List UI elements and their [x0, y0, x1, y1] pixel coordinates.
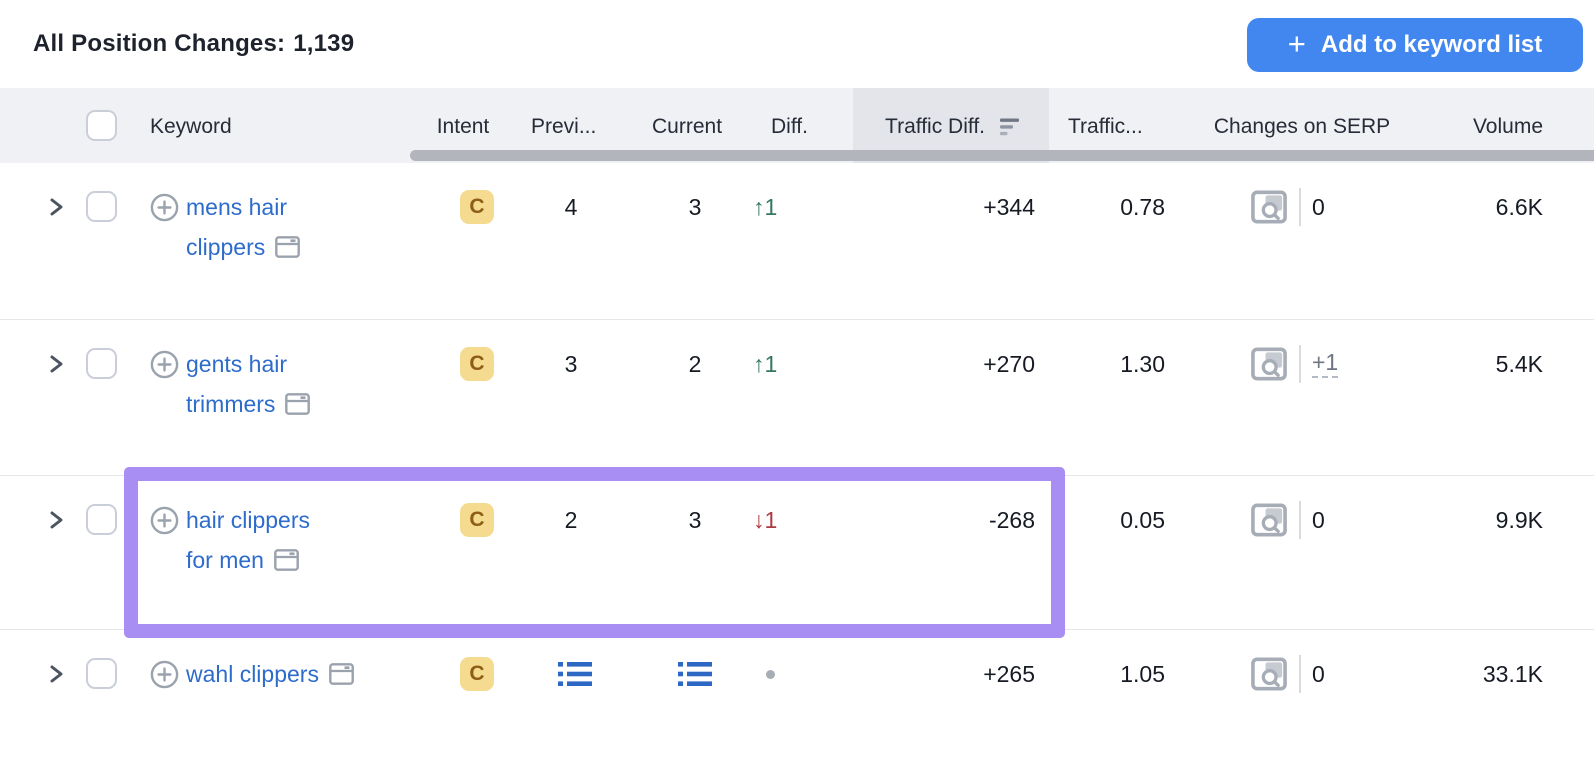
serp-features-icon [275, 236, 301, 258]
intent-badge: C [460, 190, 494, 224]
column-header-keyword[interactable]: Keyword [150, 115, 232, 138]
topbar: All Position Changes: 1,139 + Add to key… [0, 0, 1594, 88]
volume-value: 6.6K [1495, 194, 1543, 220]
keyword-text-line2: clippers [186, 234, 266, 260]
row-checkbox[interactable] [86, 658, 117, 689]
column-header-intent[interactable]: Intent [436, 115, 490, 138]
previous-position: 4 [564, 194, 578, 220]
column-header-previous[interactable]: Previ... [531, 115, 597, 138]
position-diff: ↑1 [753, 351, 778, 377]
traffic-value: 0.05 [1120, 507, 1165, 533]
cell-divider [1299, 501, 1301, 539]
intent-badge: C [460, 347, 494, 381]
cell-divider [1299, 188, 1301, 226]
previous-list-icon [558, 662, 592, 686]
traffic-value: 1.30 [1120, 351, 1165, 377]
keyword-link[interactable]: mens hair clippers [186, 187, 301, 267]
traffic-diff-value: +344 [983, 194, 1035, 220]
volume-value: 33.1K [1482, 661, 1543, 687]
column-header-diff[interactable]: Diff. [771, 115, 808, 138]
sort-descending-icon[interactable] [1000, 117, 1022, 137]
keyword-link[interactable]: gents hair trimmers [186, 344, 311, 424]
traffic-diff-value: -268 [988, 507, 1035, 533]
serp-snapshot-icon[interactable] [1251, 657, 1287, 691]
select-all-checkbox[interactable] [86, 110, 117, 141]
keyword-link[interactable]: wahl clippers [186, 654, 354, 694]
serp-snapshot-icon[interactable] [1251, 190, 1287, 224]
serp-changes-count: 0 [1312, 661, 1325, 687]
keyword-text-line1: wahl clippers [186, 661, 319, 687]
position-changes-count: 1,139 [293, 30, 355, 57]
serp-changes-count: 0 [1312, 507, 1325, 533]
plus-icon: + [1287, 25, 1306, 61]
previous-position: 2 [564, 507, 578, 533]
serp-features-icon [329, 663, 354, 685]
table-row-highlighted: hair clippers for men C 2 3 ↓1 -268 0.05… [0, 476, 1594, 630]
previous-position: 3 [564, 351, 578, 377]
serp-snapshot-icon[interactable] [1251, 503, 1287, 537]
row-checkbox[interactable] [86, 348, 117, 379]
volume-value: 9.9K [1495, 507, 1543, 533]
column-header-traffic[interactable]: Traffic... [1068, 115, 1143, 138]
add-keyword-plus-icon[interactable] [150, 193, 179, 222]
column-header-changes-on-serp[interactable]: Changes on SERP [1213, 115, 1391, 138]
row-checkbox[interactable] [86, 504, 117, 535]
column-header-traffic-diff[interactable]: Traffic Diff. [885, 115, 985, 138]
keyword-text-line2: trimmers [186, 391, 276, 417]
serp-changes-count: 0 [1312, 194, 1325, 220]
row-checkbox[interactable] [86, 191, 117, 222]
add-keyword-plus-icon[interactable] [150, 660, 179, 689]
position-diff: ↓1 [753, 507, 778, 533]
cell-divider [1299, 345, 1301, 383]
add-keyword-plus-icon[interactable] [150, 506, 179, 535]
expand-row-chevron-icon[interactable] [46, 354, 66, 374]
serp-features-icon [274, 549, 299, 571]
intent-badge: C [460, 657, 494, 691]
add-button-label: Add to keyword list [1320, 31, 1543, 58]
column-header-current[interactable]: Current [652, 115, 723, 138]
current-position: 3 [688, 507, 702, 533]
intent-badge: C [460, 503, 494, 537]
cell-divider [1299, 655, 1301, 693]
add-to-keyword-list-button[interactable]: + Add to keyword list [1247, 18, 1583, 72]
serp-features-icon [285, 393, 311, 415]
table-row: gents hair trimmers C 3 2 ↑1 +270 1.30 +… [0, 320, 1594, 476]
traffic-diff-value: +270 [983, 351, 1035, 377]
keyword-text-line1: gents hair [186, 351, 288, 377]
traffic-diff-value: +265 [983, 661, 1035, 687]
current-position: 3 [688, 194, 702, 220]
keyword-text-line1: hair clippers [186, 507, 310, 533]
page-title-label: All Position Changes: [33, 30, 286, 57]
table-row: wahl clippers C +265 1.05 0 33. [0, 630, 1594, 778]
add-keyword-plus-icon[interactable] [150, 350, 179, 379]
expand-row-chevron-icon[interactable] [46, 510, 66, 530]
no-change-dot-icon [766, 670, 775, 679]
serp-snapshot-icon[interactable] [1251, 347, 1287, 381]
table-header: Keyword Intent Previ... Current Diff. Tr… [0, 88, 1594, 164]
column-header-volume[interactable]: Volume [1472, 115, 1543, 138]
serp-changes-count[interactable]: +1 [1312, 349, 1339, 378]
traffic-value: 1.05 [1120, 661, 1165, 687]
keyword-link[interactable]: hair clippers for men [186, 500, 310, 580]
page-title: All Position Changes: 1,139 [33, 0, 354, 88]
expand-row-chevron-icon[interactable] [46, 197, 66, 217]
keyword-text-line2: for men [186, 547, 264, 573]
current-list-icon [678, 662, 712, 686]
current-position: 2 [688, 351, 702, 377]
table-row: mens hair clippers C 4 3 ↑1 +344 0.78 0 … [0, 163, 1594, 320]
position-diff: ↑1 [753, 194, 778, 220]
volume-value: 5.4K [1495, 351, 1543, 377]
expand-row-chevron-icon[interactable] [46, 664, 66, 684]
traffic-value: 0.78 [1120, 194, 1165, 220]
keyword-text-line1: mens hair [186, 194, 287, 220]
horizontal-scrollbar[interactable] [410, 150, 1594, 161]
